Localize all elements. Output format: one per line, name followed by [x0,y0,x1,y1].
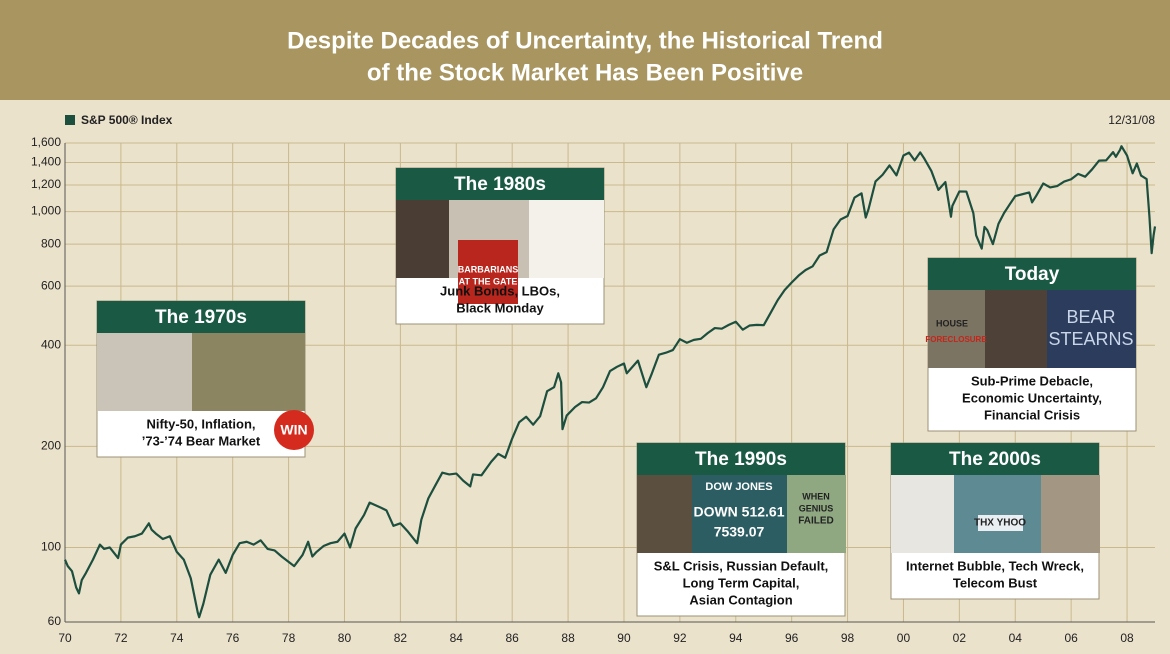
chart: Despite Decades of Uncertainty, the Hist… [0,0,1170,654]
chart-title: of the Stock Market Has Been Positive [367,59,803,86]
date-label: 12/31/08 [1108,113,1155,127]
x-tick-label: 02 [953,631,967,645]
image-text: FORECLOSURE [925,335,987,344]
x-tick-label: 82 [394,631,408,645]
x-tick-label: 88 [561,631,575,645]
y-tick-label: 800 [41,236,61,250]
image-panel [928,290,985,368]
y-tick-label: 1,400 [31,155,61,169]
annotation-image: DOW JONES DOWN 512.61 7539.07 WHEN GENIUS FAI… [637,475,846,553]
y-tick-label: 400 [41,337,61,351]
y-tick-label: 100 [41,540,61,554]
image-panel [954,475,1041,553]
y-tick-label: 1,200 [31,177,61,191]
image-panel [637,475,692,553]
annotation-title: Today [1005,264,1060,285]
page: {"chart_data": { "type": "line", "title"… [0,0,1170,654]
annotation-caption: ’73-’74 Bear Market [142,433,261,448]
image-panel [529,200,604,278]
annotation-title: The 1980s [454,174,546,195]
image-text: FAILED [798,516,834,527]
image-text: THX YHOO [974,518,1026,529]
x-tick-label: 72 [114,631,128,645]
annotation-title: The 1990s [695,449,787,470]
annotation-caption: Sub-Prime Debacle, [971,373,1093,388]
annotation: The 1990s DOW JONES DOWN 512.61 7539.07 WHEN… [637,443,846,616]
x-tick-label: 00 [897,631,911,645]
annotation-caption: Financial Crisis [984,407,1080,422]
annotation-title: The 1970s [155,307,247,328]
x-tick-label: 92 [673,631,687,645]
annotation-caption: Black Monday [456,300,544,315]
y-tick-label: 60 [48,614,62,628]
image-panel [1041,475,1100,553]
chart-title: Despite Decades of Uncertainty, the Hist… [287,27,883,54]
image-text: HOUSE [936,318,968,328]
image-text: DOW JONES [705,481,772,493]
annotation-caption: Nifty-50, Inflation, [146,416,255,431]
image-text: WHEN [802,491,830,501]
x-tick-label: 76 [226,631,240,645]
x-tick-label: 86 [505,631,519,645]
x-tick-label: 04 [1009,631,1023,645]
annotation-caption: Long Term Capital, [683,575,800,590]
image-panel [891,475,954,553]
x-tick-label: 98 [841,631,855,645]
image-panel [985,290,1047,368]
y-tick-label: 1,600 [31,135,61,149]
x-tick-label: 80 [338,631,352,645]
annotation: The 2000s THX YHOO Internet Bubble, Tech W… [891,443,1100,599]
y-tick-label: 600 [41,278,61,292]
x-tick-label: 94 [729,631,743,645]
legend-label: S&P 500® Index [81,113,173,127]
legend-swatch [65,115,75,125]
image-text: 7539.07 [714,524,765,540]
image-text: BARBARIANS [458,264,519,274]
image-text: GENIUS [799,503,834,513]
image-text: STEARNS [1048,329,1133,349]
annotation-title: The 2000s [949,449,1041,470]
x-tick-label: 06 [1064,631,1078,645]
annotation-caption: Internet Bubble, Tech Wreck, [906,558,1084,573]
annotation-caption: Telecom Bust [953,575,1038,590]
annotation-caption: Asian Contagion [689,592,792,607]
annotation-image: THX YHOO [891,475,1100,553]
image-panel [97,333,192,411]
x-tick-label: 70 [58,631,72,645]
annotation-caption: Economic Uncertainty, [962,390,1102,405]
annotation-caption: Junk Bonds, LBOs, [440,283,560,298]
x-tick-label: 90 [617,631,631,645]
annotation-caption: S&L Crisis, Russian Default, [654,558,829,573]
annotation: The 1970s WIN Nifty-50, Inflation, ’73-’74 … [97,301,314,457]
image-panel [192,333,305,411]
image-text: WIN [280,422,307,438]
y-tick-label: 1,000 [31,204,61,218]
x-tick-label: 84 [450,631,464,645]
x-tick-label: 74 [170,631,184,645]
x-tick-label: 78 [282,631,296,645]
x-tick-label: 96 [785,631,799,645]
y-tick-label: 200 [41,439,61,453]
image-text: DOWN 512.61 [693,504,784,520]
image-panel [787,475,846,553]
image-panel [396,200,449,278]
x-tick-label: 08 [1120,631,1134,645]
image-text: BEAR [1066,307,1115,327]
